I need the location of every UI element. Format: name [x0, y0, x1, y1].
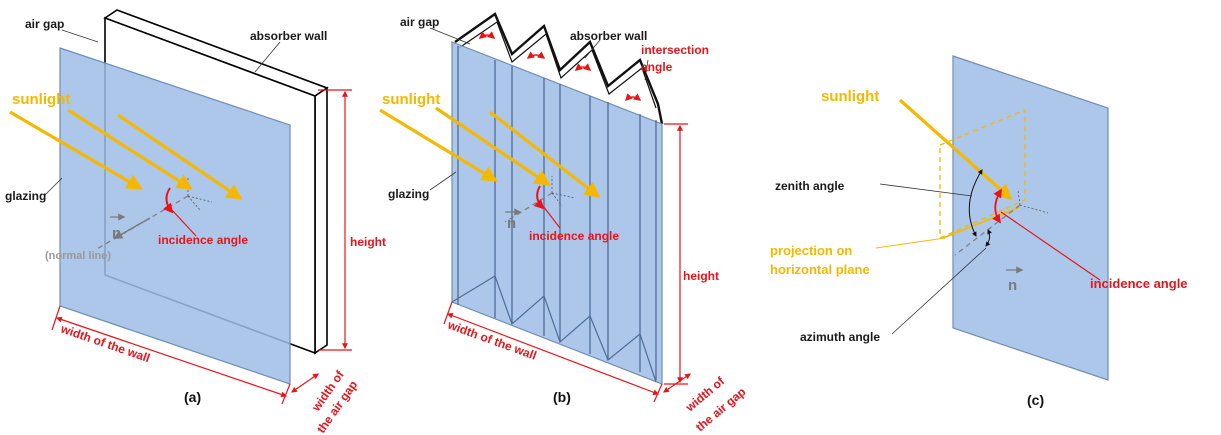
absorber-zigzag-top-b	[454, 12, 664, 125]
normal-vector-label-c: n	[1008, 277, 1017, 294]
caption-b: (b)	[553, 389, 571, 405]
panel-a: air gap absorber wall sunlight glazing n…	[5, 9, 386, 435]
intersection-angle-arcs-b	[478, 31, 642, 102]
caption-a: (a)	[184, 389, 201, 405]
panel-c: sunlight zenith angle projection on hori…	[770, 55, 1188, 408]
incidence-angle-label-b: incidence angle	[529, 229, 619, 243]
normal-vector-a	[113, 217, 151, 239]
intersection-angle-label-b-1: intersection	[641, 43, 709, 57]
width-wall-dimension-a	[55, 316, 288, 398]
air-gap-dimension-a	[291, 373, 319, 393]
normal-line-c	[954, 204, 1021, 256]
glazing-label-a: glazing	[5, 189, 46, 203]
incidence-angle-label-c: incidence angle	[1090, 276, 1188, 291]
incidence-arc-b	[533, 185, 545, 210]
incidence-angle-label-a: incidence angle	[158, 233, 248, 247]
height-label-b: height	[683, 269, 719, 283]
zenith-arc-c	[968, 169, 983, 237]
height-label-a: height	[350, 235, 386, 249]
glazing-pane-c	[952, 55, 1109, 381]
sunlight-label-c: sunlight	[821, 88, 879, 105]
air-gap-dimension-b	[663, 373, 691, 393]
projection-box-c	[939, 109, 1026, 240]
projection-label-c-1: projection on	[770, 243, 852, 258]
sunlight-label-b: sunlight	[382, 91, 440, 108]
sun-ray-c	[898, 98, 1013, 201]
sun-ray-b-1	[379, 108, 498, 182]
incidence-axes-b	[551, 176, 576, 207]
air-gap-label-b: air gap	[400, 15, 439, 29]
sun-ray-b-2	[435, 106, 551, 186]
width-wall-dimension-b	[446, 312, 660, 396]
normal-line-label-a: (normal line)	[45, 250, 111, 262]
azimuth-arc-c	[985, 229, 993, 247]
absorber-wall-label-b: absorber wall	[570, 29, 647, 43]
intersection-angle-label-b-2: angle	[641, 60, 673, 74]
normal-vector-label-b: n	[507, 215, 516, 232]
sunlight-label-a: sunlight	[12, 91, 70, 108]
absorber-wall-label-a: absorber wall	[250, 29, 327, 43]
air-gap-label-a: air gap	[25, 17, 64, 31]
projection-label-c-2: horizontal plane	[770, 262, 870, 277]
incidence-arc-a	[163, 187, 174, 214]
glazing-label-b: glazing	[388, 187, 429, 201]
normal-vector-label-a: n	[112, 225, 121, 242]
zenith-angle-label-c: zenith angle	[775, 179, 845, 193]
sun-ray-a-2	[67, 108, 193, 190]
sun-ray-b-3	[489, 110, 601, 198]
caption-c: (c)	[1027, 392, 1044, 408]
panel-b: air gap absorber wall intersection angle…	[379, 12, 748, 434]
azimuth-angle-label-c: azimuth angle	[800, 330, 880, 344]
sun-ray-a-1	[9, 110, 143, 190]
normal-line-b	[504, 192, 553, 223]
incidence-arc-c	[992, 188, 1002, 224]
sun-ray-a-3	[117, 113, 243, 200]
